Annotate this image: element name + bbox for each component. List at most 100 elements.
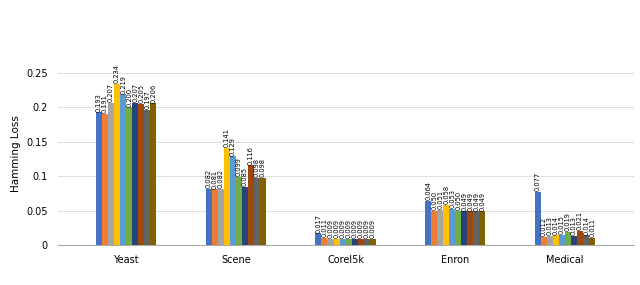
Text: 0.050: 0.050: [455, 191, 461, 210]
Bar: [589, 237, 595, 245]
Text: 0.049: 0.049: [474, 192, 479, 211]
Bar: [212, 189, 218, 245]
Bar: [108, 103, 114, 245]
Y-axis label: Hamming Loss: Hamming Loss: [11, 115, 20, 192]
Bar: [431, 211, 437, 245]
Bar: [224, 148, 230, 245]
Text: 0.129: 0.129: [230, 137, 236, 156]
Text: 0.049: 0.049: [461, 192, 467, 211]
Bar: [218, 189, 224, 245]
Text: 0.193: 0.193: [96, 93, 102, 111]
Bar: [132, 103, 138, 245]
Bar: [461, 211, 467, 245]
Bar: [236, 177, 242, 245]
Text: 0.051: 0.051: [437, 190, 444, 209]
Bar: [120, 94, 126, 245]
Bar: [553, 235, 559, 245]
Bar: [425, 201, 431, 245]
Bar: [321, 237, 328, 245]
Text: 0.009: 0.009: [364, 219, 370, 238]
Text: 0.017: 0.017: [316, 214, 321, 233]
Bar: [467, 211, 474, 245]
Bar: [144, 109, 150, 245]
Text: 0.081: 0.081: [212, 170, 218, 189]
Bar: [316, 233, 321, 245]
Text: 0.014: 0.014: [553, 216, 559, 235]
Bar: [547, 236, 553, 245]
Text: 0.205: 0.205: [138, 84, 144, 103]
Text: 0.206: 0.206: [150, 84, 156, 103]
Text: 0.058: 0.058: [444, 185, 449, 205]
Text: 0.234: 0.234: [114, 64, 120, 83]
Text: 0.050: 0.050: [431, 191, 437, 210]
Text: 0.013: 0.013: [571, 217, 577, 235]
Bar: [248, 165, 254, 245]
Bar: [254, 178, 260, 245]
Text: 0.064: 0.064: [425, 181, 431, 200]
Bar: [444, 205, 449, 245]
Text: 0.098: 0.098: [260, 158, 266, 177]
Bar: [102, 114, 108, 245]
Text: 0.197: 0.197: [144, 90, 150, 109]
Bar: [242, 187, 248, 245]
Text: 0.219: 0.219: [120, 75, 126, 94]
Bar: [346, 239, 351, 245]
Bar: [479, 211, 486, 245]
Text: 0.009: 0.009: [358, 219, 364, 238]
Text: 0.009: 0.009: [370, 219, 376, 238]
Text: 0.021: 0.021: [577, 211, 583, 230]
Bar: [474, 211, 479, 245]
Text: 0.013: 0.013: [547, 217, 553, 235]
Bar: [138, 104, 144, 245]
Bar: [571, 236, 577, 245]
Text: 0.009: 0.009: [328, 219, 333, 238]
Bar: [455, 211, 461, 245]
Text: 0.009: 0.009: [333, 219, 340, 238]
Text: 0.082: 0.082: [218, 169, 224, 188]
Text: 0.053: 0.053: [449, 189, 455, 208]
Bar: [583, 235, 589, 245]
Bar: [328, 239, 333, 245]
Text: 0.049: 0.049: [467, 192, 474, 211]
Text: 0.200: 0.200: [126, 87, 132, 107]
Text: 0.014: 0.014: [583, 216, 589, 235]
Bar: [577, 231, 583, 245]
Bar: [333, 239, 340, 245]
Text: 0.009: 0.009: [346, 219, 351, 238]
Text: 0.019: 0.019: [565, 212, 571, 231]
Bar: [205, 189, 212, 245]
Bar: [565, 232, 571, 245]
Bar: [230, 156, 236, 245]
Text: 0.141: 0.141: [224, 129, 230, 147]
Bar: [437, 210, 444, 245]
Text: 0.049: 0.049: [479, 192, 486, 211]
Text: 0.207: 0.207: [108, 83, 114, 102]
Bar: [351, 239, 358, 245]
Bar: [541, 237, 547, 245]
Text: 0.011: 0.011: [589, 218, 595, 237]
Text: 0.011: 0.011: [321, 218, 328, 237]
Text: 0.009: 0.009: [351, 219, 358, 238]
Bar: [150, 103, 156, 245]
Text: 0.077: 0.077: [535, 172, 541, 192]
Bar: [340, 239, 346, 245]
Bar: [260, 178, 266, 245]
Bar: [370, 239, 376, 245]
Text: 0.099: 0.099: [236, 157, 242, 176]
Text: 0.207: 0.207: [132, 83, 138, 102]
Text: 0.009: 0.009: [340, 219, 346, 238]
Bar: [126, 107, 132, 245]
Bar: [535, 192, 541, 245]
Text: 0.012: 0.012: [541, 217, 547, 236]
Text: 0.191: 0.191: [102, 94, 108, 113]
Bar: [96, 112, 102, 245]
Text: 0.085: 0.085: [242, 167, 248, 186]
Text: 0.015: 0.015: [559, 215, 565, 234]
Text: 0.082: 0.082: [205, 169, 212, 188]
Text: 0.116: 0.116: [248, 146, 254, 164]
Bar: [364, 239, 370, 245]
Bar: [559, 235, 565, 245]
Bar: [114, 84, 120, 245]
Text: 0.098: 0.098: [254, 158, 260, 177]
Bar: [449, 209, 455, 245]
